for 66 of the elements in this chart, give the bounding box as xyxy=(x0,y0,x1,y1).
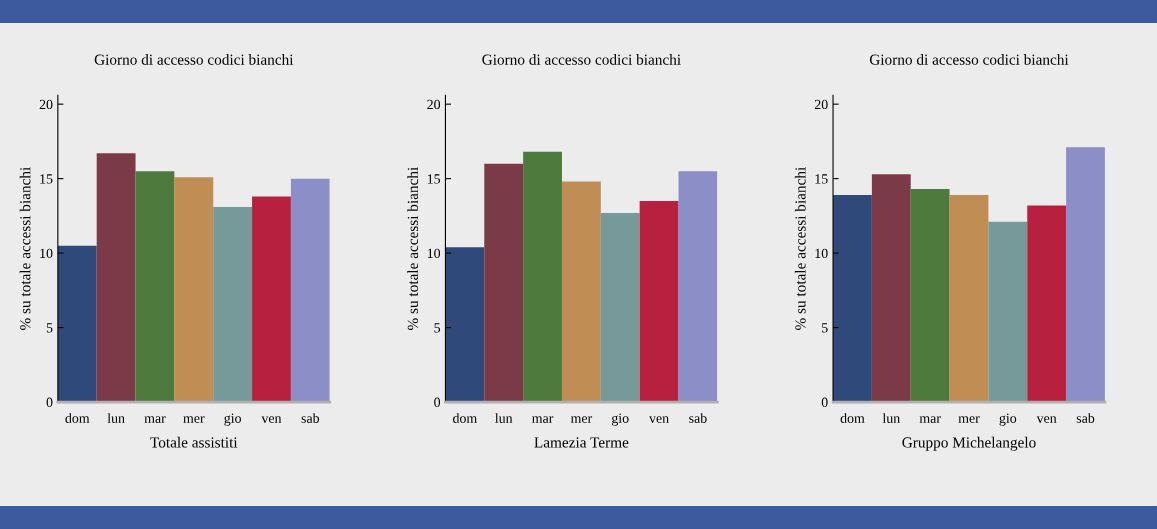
x-tick-label: ven xyxy=(261,416,282,423)
bar xyxy=(600,212,640,403)
chart-title: Giorno di accesso codici bianchi xyxy=(482,54,681,65)
bar xyxy=(523,151,562,403)
y-tick-label: 15 xyxy=(815,174,828,184)
y-tick-label: 10 xyxy=(40,248,53,259)
x-tick-label: mer xyxy=(570,416,593,423)
x-tick-label: dom xyxy=(840,413,865,423)
bar xyxy=(910,189,950,403)
bar xyxy=(445,247,485,403)
x-tick-label: mar xyxy=(919,416,941,423)
bar xyxy=(290,178,330,403)
y-tick-label: 5 xyxy=(434,323,441,333)
x-axis-title: Gruppo Michelangelo xyxy=(902,436,1036,451)
y-tick-label: 20 xyxy=(814,99,828,110)
x-tick-label: dom xyxy=(65,413,90,423)
y-tick-label: 5 xyxy=(46,323,53,333)
y-tick-label: 10 xyxy=(815,248,828,259)
bar xyxy=(484,163,524,403)
x-tick-label: ven xyxy=(649,416,669,423)
y-axis-title: % su totale accessi bianchi xyxy=(407,167,419,330)
chart-title: Giorno di accesso codici bianchi xyxy=(869,54,1069,65)
bar xyxy=(1027,205,1067,403)
y-tick-label: 5 xyxy=(822,323,828,333)
x-tick-label: sab xyxy=(301,413,320,423)
y-tick-label: 15 xyxy=(40,174,53,184)
y-tick-label: 0 xyxy=(46,397,53,407)
x-tick-label: mer xyxy=(183,416,205,423)
x-tick-label: gio xyxy=(611,413,629,426)
x-tick-label: lun xyxy=(107,413,125,423)
y-tick-label: 15 xyxy=(427,174,441,184)
bar xyxy=(949,195,989,403)
x-tick-label: gio xyxy=(224,413,241,426)
bar xyxy=(252,196,291,403)
x-tick-label: lun xyxy=(882,413,900,423)
bar xyxy=(1066,147,1105,403)
x-tick-label: gio xyxy=(999,413,1017,426)
bar xyxy=(988,221,1028,403)
x-tick-label: mar xyxy=(532,416,554,423)
y-axis-title: % su totale accessi bianchi xyxy=(19,167,31,330)
bar xyxy=(135,171,175,403)
bar xyxy=(213,206,253,403)
bar xyxy=(639,200,679,403)
y-tick-label: 20 xyxy=(39,99,53,110)
x-tick-label: mer xyxy=(958,416,980,423)
x-tick-label: mar xyxy=(144,416,166,423)
y-tick-label: 0 xyxy=(821,397,828,407)
y-tick-label: 20 xyxy=(427,99,441,110)
bar xyxy=(96,153,136,403)
x-tick-label: ven xyxy=(1036,416,1057,423)
bar xyxy=(678,171,718,403)
y-axis-title: % su totale accessi bianchi xyxy=(794,167,806,330)
chart-title: Giorno di accesso codici bianchi xyxy=(94,54,294,65)
bar xyxy=(871,174,911,403)
x-tick-label: dom xyxy=(453,413,477,423)
x-axis-title: Lamezia Terme xyxy=(534,437,629,448)
x-tick-label: sab xyxy=(689,413,707,423)
bar xyxy=(57,245,97,403)
x-tick-label: lun xyxy=(495,413,513,423)
bar xyxy=(833,195,872,403)
y-tick-label: 0 xyxy=(434,397,441,407)
bar xyxy=(561,181,601,403)
y-tick-label: 10 xyxy=(427,248,441,259)
bar xyxy=(174,177,214,403)
x-tick-label: sab xyxy=(1076,413,1095,423)
x-axis-title: Totale assistiti xyxy=(150,436,238,448)
